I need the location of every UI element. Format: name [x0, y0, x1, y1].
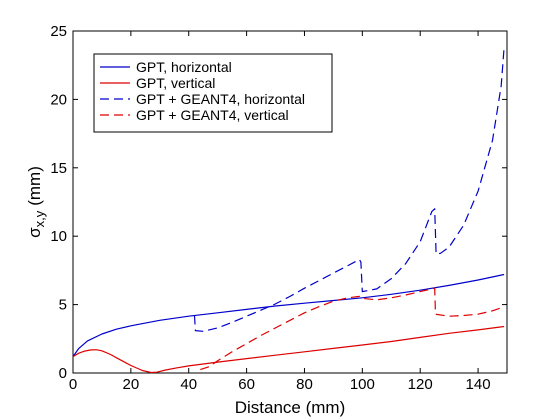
legend-label-2: GPT, vertical	[136, 75, 215, 91]
x-tick-label: 80	[296, 376, 313, 393]
series-lines	[72, 47, 505, 374]
x-axis-ticks: 0 20 40 60 80 100 120 140	[69, 31, 491, 393]
series-line-2	[72, 325, 505, 374]
y-axis-label-subscript: x,y	[32, 210, 47, 227]
x-tick-label: 0	[69, 376, 77, 393]
series-line-3	[193, 47, 505, 332]
y-tick-label: 25	[50, 23, 67, 40]
plot-area-frame	[72, 30, 508, 374]
series-line-1	[72, 273, 505, 357]
y-axis-ticks: 0 5 10 15 20 25	[50, 23, 507, 382]
y-tick-label: 10	[50, 228, 67, 245]
y-tick-label: 20	[50, 91, 67, 108]
y-axis-label-unit: (mm)	[25, 166, 44, 206]
series-line-4	[200, 287, 505, 371]
legend-label-3: GPT + GEANT4, horizontal	[136, 91, 305, 107]
x-axis-label: Distance (mm)	[235, 398, 346, 417]
y-axis-label-symbol: σ	[25, 227, 44, 238]
y-tick-label: 5	[59, 297, 67, 314]
y-axis-label: σx,y (mm)	[25, 166, 47, 238]
y-tick-label: 15	[50, 160, 67, 177]
x-tick-label: 60	[238, 376, 255, 393]
x-tick-label: 20	[123, 376, 140, 393]
y-tick-label: 0	[59, 365, 67, 382]
x-tick-label: 120	[408, 376, 433, 393]
x-tick-label: 100	[350, 376, 375, 393]
legend-box	[93, 53, 333, 133]
x-tick-label: 140	[466, 376, 491, 393]
x-tick-label: 40	[180, 376, 197, 393]
legend-label-1: GPT, horizontal	[136, 59, 232, 75]
legend-label-4: GPT + GEANT4, vertical	[136, 107, 289, 123]
